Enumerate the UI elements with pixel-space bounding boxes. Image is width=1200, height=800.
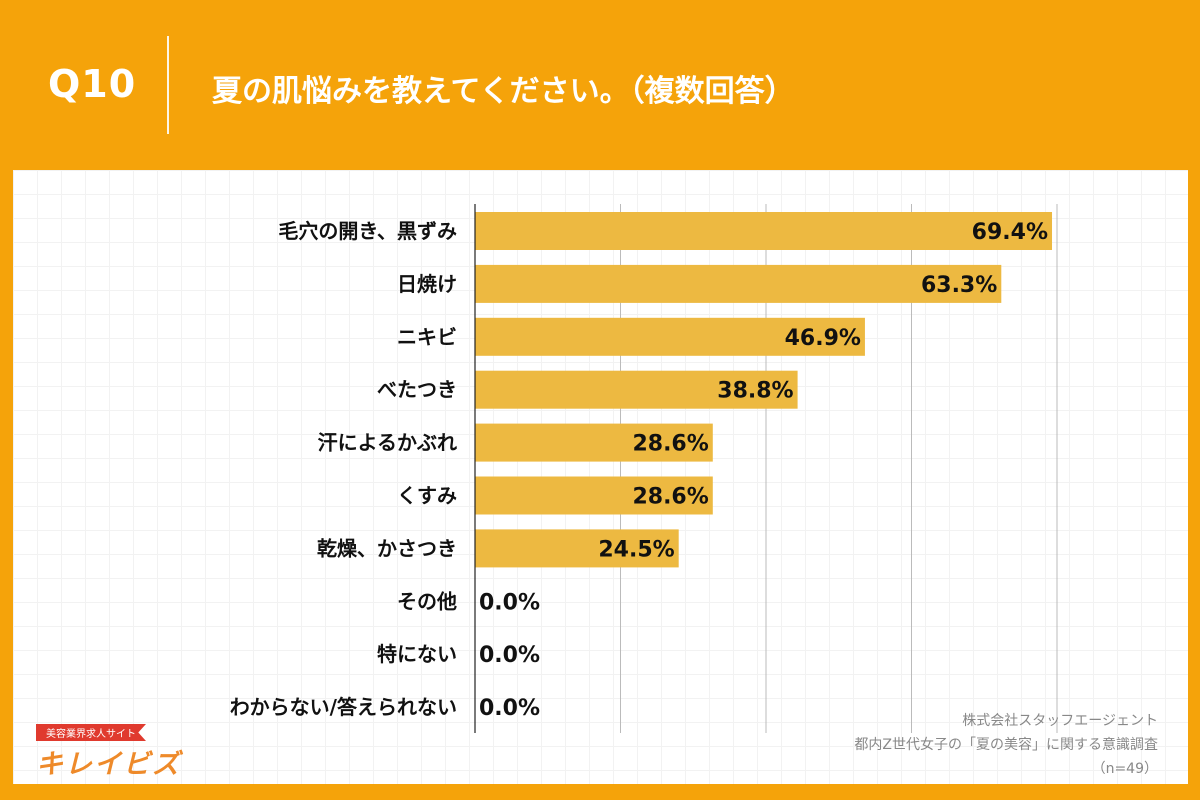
data-label: 0.0% bbox=[479, 643, 540, 668]
category-label: くすみ bbox=[397, 484, 457, 508]
header-divider bbox=[167, 36, 169, 134]
data-label: 0.0% bbox=[479, 696, 540, 721]
source-company: 株式会社スタッフエージェント bbox=[962, 713, 1158, 729]
logo-tagline: 美容業界求人サイト bbox=[36, 724, 146, 741]
data-label: 0.0% bbox=[479, 590, 540, 615]
data-label: 69.4% bbox=[972, 220, 1048, 245]
category-label: 汗によるかぶれ bbox=[318, 431, 457, 455]
category-label: 毛穴の開き、黒ずみ bbox=[278, 219, 457, 243]
data-label: 28.6% bbox=[632, 485, 708, 510]
category-label: 乾燥、かさつき bbox=[317, 536, 457, 560]
bar bbox=[475, 317, 865, 356]
source-sample: （n=49） bbox=[1091, 761, 1158, 777]
page-title: 夏の肌悩みを教えてください。（複数回答） bbox=[212, 74, 795, 109]
logo-name: キレイビズ bbox=[36, 749, 181, 780]
question-number: Q10 bbox=[48, 62, 137, 106]
data-label: 28.6% bbox=[632, 432, 708, 457]
category-label: わからない/答えられない bbox=[230, 695, 457, 719]
data-label: 63.3% bbox=[921, 273, 997, 298]
data-label: 24.5% bbox=[598, 537, 674, 562]
bar bbox=[475, 476, 713, 515]
bar bbox=[475, 529, 679, 568]
category-label: 特にない bbox=[377, 642, 457, 666]
category-label: その他 bbox=[397, 589, 457, 613]
category-label: ニキビ bbox=[397, 325, 457, 349]
category-label: 日焼け bbox=[397, 272, 457, 296]
bar bbox=[475, 264, 1002, 303]
logo: 美容業界求人サイト キレイビズ bbox=[36, 722, 181, 781]
source-survey: 都内Z世代女子の「夏の美容」に関する意識調査 bbox=[854, 737, 1158, 753]
bar bbox=[475, 370, 798, 409]
data-label: 38.8% bbox=[717, 379, 793, 404]
data-label: 46.9% bbox=[785, 326, 861, 351]
bar bbox=[475, 423, 713, 462]
category-label: べたつき bbox=[377, 378, 457, 402]
bar bbox=[475, 212, 1053, 250]
